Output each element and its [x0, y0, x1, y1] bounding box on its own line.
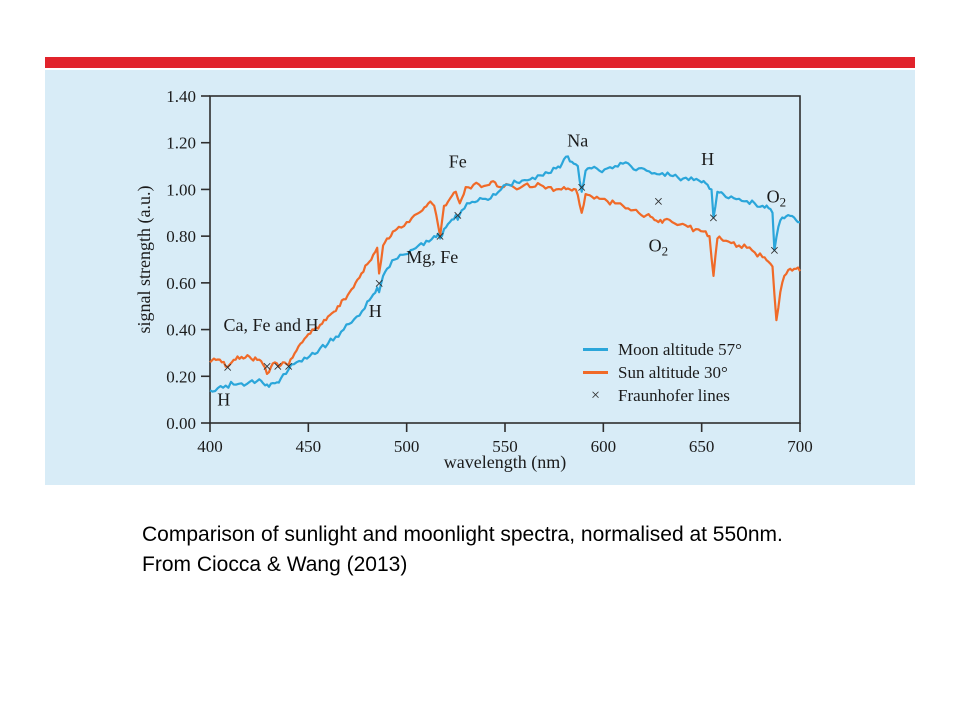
x-tick-label: 600: [591, 437, 617, 456]
x-tick-label: 450: [296, 437, 322, 456]
x-tick-label: 400: [197, 437, 223, 456]
y-tick-label: 1.40: [166, 87, 196, 106]
fraunhofer-marker: ×: [284, 357, 294, 376]
spectra-chart: 0.00 0.20 0.40 0.60 0.80 1.00 1.20 1.40 400 450 50…: [134, 87, 813, 473]
legend-label-fraunhofer: Fraunhofer lines: [618, 385, 730, 405]
caption: Comparison of sunlight and moonlight spe…: [142, 520, 783, 580]
annotation-label: Na: [567, 130, 588, 150]
y-tick-label: 0.60: [166, 274, 196, 293]
fraunhofer-marker: ×: [654, 192, 664, 211]
y-tick-label: 1.00: [166, 180, 196, 199]
annotation-label: H: [217, 390, 230, 410]
legend-label-moon: Moon altitude 57°: [618, 339, 742, 359]
moon-line-swatch: [583, 348, 608, 351]
y-tick-label: 0.00: [166, 414, 196, 433]
fraunhofer-marker: ×: [709, 208, 719, 227]
legend-label-sun: Sun altitude 30°: [618, 362, 728, 382]
red-accent-bar: [45, 57, 915, 68]
annotation-label: Ca, Fe and H: [223, 315, 318, 335]
legend-row-fraunhofer: × Fraunhofer lines: [583, 384, 742, 407]
y-tick-label: 0.20: [166, 367, 196, 386]
x-tick-label: 500: [394, 437, 420, 456]
sun-curve: [209, 180, 801, 375]
fraunhofer-marker: ×: [223, 358, 233, 377]
annotation-label: Mg, Fe: [406, 247, 458, 267]
x-tick-label: 650: [689, 437, 715, 456]
annotation-label: O2: [767, 186, 787, 209]
annotation-label: H: [369, 301, 382, 321]
fraunhofer-marker: ×: [770, 241, 780, 260]
chart-panel: [45, 70, 915, 485]
fraunhofer-marker: ×: [435, 227, 445, 246]
fraunhofer-marker: ×: [273, 357, 283, 376]
fraunhofer-marker: ×: [262, 357, 272, 376]
annotation-label: Fe: [449, 151, 467, 171]
annotation-label: H: [701, 149, 714, 169]
caption-line-1: Comparison of sunlight and moonlight spe…: [142, 523, 783, 546]
y-tick-label: 0.80: [166, 227, 196, 246]
legend-row-sun: Sun altitude 30°: [583, 361, 742, 384]
x-marker-icon: ×: [590, 386, 601, 404]
fraunhofer-marker: ×: [577, 178, 587, 197]
fraunhofer-marker: ×: [453, 206, 463, 225]
sun-line-swatch: [583, 371, 608, 374]
y-tick-label: 1.20: [166, 134, 196, 153]
fraunhofer-marker: ×: [374, 274, 384, 293]
chart-legend: Moon altitude 57° Sun altitude 30° × Fra…: [583, 338, 742, 407]
caption-line-2: From Ciocca & Wang (2013): [142, 553, 408, 576]
legend-row-moon: Moon altitude 57°: [583, 338, 742, 361]
y-axis-title: signal strength (a.u.): [134, 186, 155, 334]
x-axis-title: wavelength (nm): [444, 452, 566, 473]
y-tick-label: 0.40: [166, 321, 196, 340]
moon-curve: [209, 155, 801, 393]
annotation-label: O2: [649, 235, 669, 258]
x-tick-label: 550: [492, 437, 518, 456]
x-tick-label: 700: [787, 437, 813, 456]
